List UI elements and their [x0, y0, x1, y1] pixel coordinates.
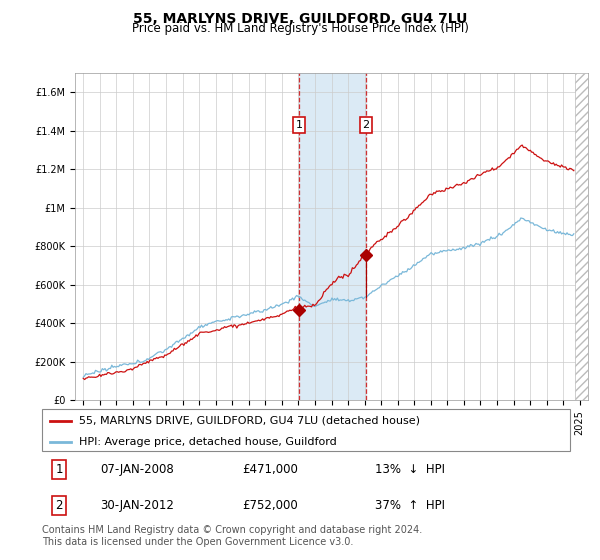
- Text: 37%  ↑  HPI: 37% ↑ HPI: [374, 498, 445, 512]
- Bar: [299, 73, 366, 400]
- Text: 1: 1: [55, 463, 63, 476]
- Text: 2: 2: [55, 498, 63, 512]
- Text: Price paid vs. HM Land Registry's House Price Index (HPI): Price paid vs. HM Land Registry's House …: [131, 22, 469, 35]
- Text: 55, MARLYNS DRIVE, GUILDFORD, GU4 7LU (detached house): 55, MARLYNS DRIVE, GUILDFORD, GU4 7LU (d…: [79, 416, 420, 426]
- Text: 07-JAN-2008: 07-JAN-2008: [100, 463, 174, 476]
- Text: 2: 2: [362, 120, 370, 130]
- Text: 30-JAN-2012: 30-JAN-2012: [100, 498, 174, 512]
- Text: 13%  ↓  HPI: 13% ↓ HPI: [374, 463, 445, 476]
- Text: Contains HM Land Registry data © Crown copyright and database right 2024.
This d: Contains HM Land Registry data © Crown c…: [42, 525, 422, 547]
- Text: £752,000: £752,000: [242, 498, 298, 512]
- FancyBboxPatch shape: [42, 409, 570, 451]
- Text: 55, MARLYNS DRIVE, GUILDFORD, GU4 7LU: 55, MARLYNS DRIVE, GUILDFORD, GU4 7LU: [133, 12, 467, 26]
- Text: £471,000: £471,000: [242, 463, 299, 476]
- Text: HPI: Average price, detached house, Guildford: HPI: Average price, detached house, Guil…: [79, 437, 337, 446]
- Text: 1: 1: [296, 120, 302, 130]
- Bar: [575, 73, 588, 400]
